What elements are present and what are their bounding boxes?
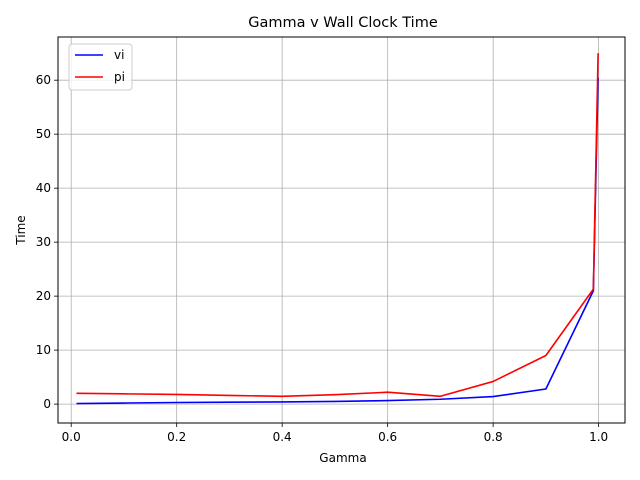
y-tick-label: 10	[36, 343, 51, 357]
y-tick-label: 20	[36, 289, 51, 303]
x-axis-label: Gamma	[319, 451, 366, 465]
legend-label-pi: pi	[114, 70, 125, 84]
series-lines	[76, 53, 599, 405]
x-tick-label: 1.0	[589, 430, 608, 444]
chart-title: Gamma v Wall Clock Time	[248, 15, 438, 31]
x-tick-label: 0.4	[273, 430, 292, 444]
grid	[58, 37, 625, 423]
series-line-pi	[76, 53, 599, 398]
y-tick-label: 40	[36, 181, 51, 195]
legend-label-vi: vi	[114, 48, 124, 62]
y-tick-label: 50	[36, 127, 51, 141]
y-tick-label: 60	[36, 73, 51, 87]
x-tick-label: 0.8	[484, 430, 503, 444]
x-tick-label: 0.0	[62, 430, 81, 444]
x-axis-ticks: 0.0 0.2 0.4 0.6 0.8 1.0	[62, 423, 608, 444]
x-tick-label: 0.2	[167, 430, 186, 444]
y-axis-label: Time	[14, 215, 28, 245]
y-tick-label: 0	[43, 397, 51, 411]
x-tick-label: 0.6	[378, 430, 397, 444]
plot-frame	[57, 36, 626, 424]
y-axis-ticks: 0 10 20 30 40 50 60	[36, 73, 58, 411]
legend: vi pi	[68, 43, 133, 91]
y-tick-label: 30	[36, 235, 51, 249]
series-line-vi	[76, 77, 599, 405]
